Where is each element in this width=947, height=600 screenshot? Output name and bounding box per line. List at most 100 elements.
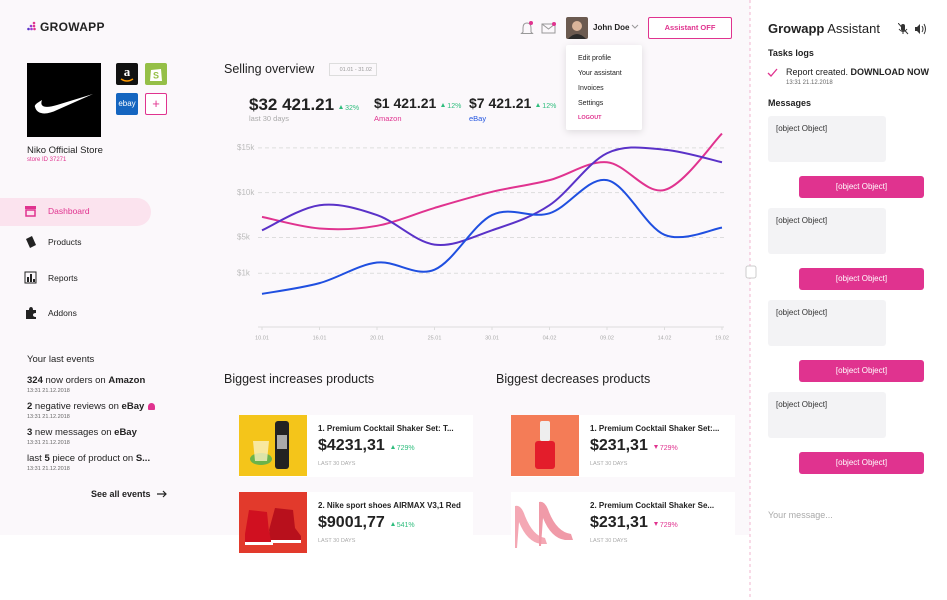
- series-line: [261, 146, 723, 246]
- event-text: 2 negative reviews on eBay: [27, 401, 156, 412]
- x-tick-label: 14.02: [658, 335, 672, 341]
- user-name[interactable]: John Doe: [593, 23, 630, 32]
- event-time: 13:31 21.12.2018: [27, 414, 70, 420]
- kpi: $7 421.21 12%: [469, 95, 556, 113]
- event-text-part: piece of product on: [49, 453, 136, 464]
- product-change-value: 729%: [396, 445, 415, 452]
- event-time: 13:31 21.12.2018: [27, 388, 70, 394]
- product-period: LAST 30 DAYS: [590, 461, 628, 467]
- kpi-label: eBay: [469, 114, 487, 123]
- product-price-row: $231,31 729%: [590, 514, 678, 532]
- product-image: [239, 492, 307, 553]
- menu-item[interactable]: Your assistant: [578, 70, 622, 77]
- series-line: [261, 179, 723, 295]
- nav-icon: [26, 307, 36, 319]
- nav-active-bg: [0, 198, 151, 226]
- assistant-title-rest: Assistant: [824, 21, 880, 36]
- events-title: Your last events: [27, 354, 95, 365]
- y-tick-label: $15k: [237, 143, 255, 152]
- event-text-part: now orders on: [42, 375, 109, 386]
- product-price-row: $9001,77 541%: [318, 514, 415, 532]
- assistant-controls[interactable]: [898, 23, 928, 35]
- kpi-label: last 30 days: [249, 114, 290, 123]
- kpi-value: $1 421.21: [374, 95, 437, 111]
- message-input[interactable]: Your message...: [768, 510, 833, 520]
- user-message: [object Object]: [799, 360, 924, 382]
- brand-name: GROWAPP: [40, 20, 105, 34]
- user-message: [object Object]: [799, 452, 924, 474]
- nav-icon: [25, 206, 36, 217]
- product-image: [511, 492, 579, 553]
- date-range[interactable]: 01.01 - 31.02: [329, 63, 377, 76]
- nav-item[interactable]: Reports: [48, 273, 78, 283]
- user-chevron[interactable]: [631, 24, 639, 30]
- bot-message: [object Object]: [768, 300, 886, 346]
- event-text-part: eBay: [121, 401, 145, 412]
- event-text: last 5 piece of product on S...: [27, 453, 150, 464]
- kpi-value: $32 421.21: [249, 95, 335, 114]
- user-message: [object Object]: [799, 268, 924, 290]
- event-text-part: S...: [135, 453, 151, 464]
- nav-item[interactable]: Products: [48, 237, 82, 247]
- x-tick-label: 30.01: [485, 335, 499, 341]
- product-change-value: 541%: [396, 522, 415, 529]
- store-logo: [27, 63, 101, 137]
- bot-message: [object Object]: [768, 116, 886, 162]
- menu-logout[interactable]: LOGOUT: [578, 115, 602, 121]
- kpi-change-value: 32%: [345, 105, 360, 112]
- event-text: 3 new messages on eBay: [27, 427, 137, 438]
- task-text: Report created.: [786, 67, 851, 77]
- see-all-arrow: [157, 490, 167, 498]
- kpi-label: Amazon: [374, 114, 402, 123]
- store-name: Niko Official Store: [27, 145, 103, 156]
- assistant-title-bold: Growapp: [768, 21, 825, 36]
- add-marketplace[interactable]: +: [145, 93, 167, 115]
- event-text-part: eBay: [114, 427, 137, 438]
- user-message: [object Object]: [799, 176, 924, 198]
- task-check: [767, 68, 778, 77]
- event-text-part: Amazon: [108, 375, 146, 386]
- product-price: $231,31: [590, 514, 648, 531]
- x-tick-label: 09.02: [600, 335, 614, 341]
- brand-logo: [27, 21, 36, 31]
- avatar[interactable]: [566, 17, 588, 39]
- kpi: $32 421.21 32%: [249, 95, 359, 115]
- tasks-title: Tasks logs: [768, 48, 814, 58]
- shopify-icon[interactable]: S: [145, 63, 167, 85]
- ebay-icon[interactable]: ebay: [116, 93, 138, 115]
- menu-item[interactable]: Settings: [578, 100, 604, 107]
- section-title: Biggest decreases products: [496, 372, 651, 386]
- menu-item[interactable]: Invoices: [578, 85, 604, 92]
- svg-text:a: a: [124, 64, 131, 79]
- y-tick-label: $5k: [237, 233, 251, 242]
- kpi-change: 12%: [441, 103, 461, 110]
- product-price: $9001,77: [318, 514, 385, 531]
- product-period: LAST 30 DAYS: [318, 538, 356, 544]
- messages-title: Messages: [768, 98, 812, 108]
- nav-icon: [24, 271, 37, 284]
- product-change: 541%: [390, 522, 415, 529]
- product-name: 2. Premium Cocktail Shaker Se...: [590, 501, 715, 510]
- nav-item[interactable]: Addons: [48, 308, 77, 318]
- product-price-row: $231,31 729%: [590, 437, 678, 455]
- event-alert: [148, 403, 156, 410]
- store-id: store ID 37271: [27, 157, 67, 163]
- amazon-icon[interactable]: a: [116, 63, 138, 85]
- task-link[interactable]: DOWNLOAD NOW: [850, 67, 930, 77]
- x-tick-label: 20.01: [370, 335, 384, 341]
- svg-text:S: S: [153, 70, 159, 80]
- nav-item[interactable]: Dashboard: [48, 206, 90, 216]
- event-text-part: 3: [27, 427, 33, 438]
- kpi-value: $7 421.21: [469, 95, 532, 111]
- product-price: $4231,31: [318, 437, 385, 454]
- header-icons: [520, 21, 556, 34]
- event-text-part: new messages on: [32, 427, 115, 438]
- event-time: 13:31 21.12.2018: [27, 440, 70, 446]
- menu-item[interactable]: Edit profile: [578, 55, 612, 62]
- see-all-events[interactable]: See all events: [91, 489, 151, 499]
- event-text-part: 2: [27, 401, 33, 412]
- kpi: $1 421.21 12%: [374, 95, 461, 113]
- user-menu: Edit profile Your assistant Invoices Settin…: [566, 45, 642, 130]
- assistant-toggle[interactable]: Assistant OFF: [648, 17, 732, 39]
